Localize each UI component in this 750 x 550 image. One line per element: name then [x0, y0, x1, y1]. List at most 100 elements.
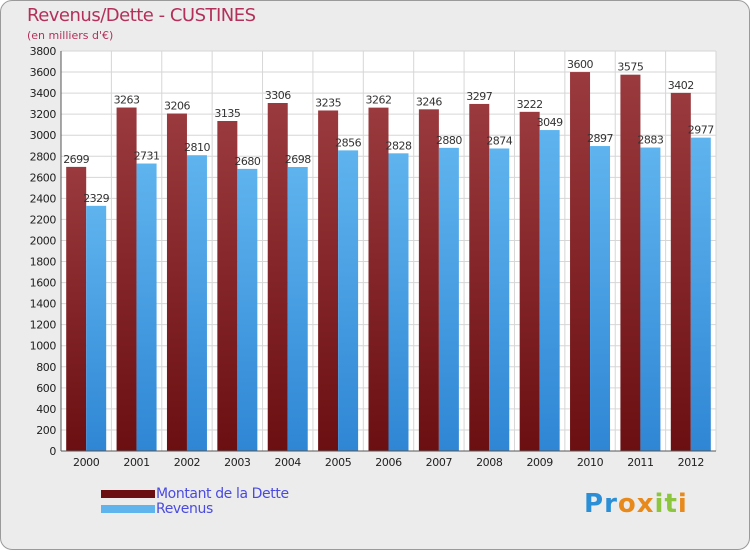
y-tick-label: 2000	[30, 234, 57, 247]
data-label-dette: 2699	[63, 153, 89, 166]
y-tick-label: 3000	[30, 129, 57, 142]
bar-revenus	[338, 150, 359, 452]
data-label-dette: 3402	[668, 79, 694, 92]
x-tick-label: 2001	[123, 456, 149, 469]
legend-label-dette: Montant de la Dette	[156, 486, 289, 502]
data-label-revenus: 2680	[234, 155, 260, 168]
x-tick-label: 2011	[627, 456, 653, 469]
logo-letter: o	[617, 489, 637, 519]
bar-dette	[670, 92, 691, 451]
x-tick-label: 2004	[275, 456, 302, 469]
bar-dette	[418, 109, 439, 451]
data-label-revenus: 2880	[436, 134, 462, 147]
bar-dette	[66, 166, 87, 452]
legend-label-revenus: Revenus	[156, 501, 213, 517]
proxiti-logo: Proxiti	[584, 489, 688, 519]
bar-revenus	[186, 155, 207, 452]
bar-revenus	[539, 130, 560, 452]
y-tick-label: 1200	[30, 319, 57, 332]
y-tick-label: 3200	[30, 108, 57, 121]
y-tick-label: 1600	[30, 277, 57, 290]
bar-dette	[217, 121, 238, 451]
x-tick-label: 2005	[325, 456, 352, 469]
data-label-dette: 3262	[366, 94, 392, 107]
bar-dette	[166, 113, 187, 452]
data-label-dette: 3297	[466, 90, 492, 103]
data-label-dette: 3222	[517, 98, 543, 111]
bar-dette	[570, 72, 591, 451]
logo-letter: i	[677, 489, 688, 519]
data-label-revenus: 2897	[587, 132, 613, 145]
logo-letter: i	[654, 489, 665, 519]
data-label-revenus: 2329	[83, 192, 109, 205]
y-tick-label: 3600	[30, 66, 57, 79]
y-tick-label: 1800	[30, 256, 57, 269]
y-tick-label: 0	[49, 445, 56, 458]
data-label-dette: 3306	[265, 89, 291, 102]
logo-letter: P	[584, 489, 605, 519]
x-tick-label: 2002	[174, 456, 200, 469]
data-label-dette: 3246	[416, 95, 442, 108]
data-label-revenus: 2883	[637, 134, 663, 147]
legend-swatch-dette	[101, 490, 155, 498]
legend-swatch-revenus	[101, 505, 155, 513]
data-label-revenus: 2810	[184, 141, 210, 154]
data-label-revenus: 3049	[537, 116, 563, 129]
x-tick-label: 2007	[426, 456, 453, 469]
bar-revenus	[287, 167, 308, 451]
bar-dette	[519, 111, 540, 451]
data-label-dette: 3600	[567, 58, 593, 71]
chart-title: Revenus/Dette - CUSTINES	[27, 5, 256, 26]
logo-letter: t	[664, 489, 678, 519]
y-tick-label: 1400	[30, 298, 57, 311]
y-tick-label: 2600	[30, 171, 57, 184]
y-tick-label: 3400	[30, 87, 57, 100]
x-tick-label: 2008	[476, 456, 503, 469]
logo-letter: r	[604, 489, 618, 519]
bar-revenus	[690, 137, 711, 451]
y-tick-label: 2200	[30, 213, 57, 226]
logo-letter: x	[636, 489, 655, 519]
data-label-dette: 3206	[164, 100, 190, 113]
data-label-revenus: 2977	[688, 124, 714, 137]
bar-revenus	[136, 163, 157, 452]
y-tick-label: 400	[36, 403, 56, 416]
x-tick-label: 2012	[678, 456, 704, 469]
bar-dette	[469, 103, 490, 452]
data-label-dette: 3575	[617, 61, 643, 74]
bar-revenus	[86, 205, 107, 451]
bar-revenus	[237, 168, 258, 452]
x-tick-label: 2009	[526, 456, 553, 469]
data-label-dette: 3135	[214, 107, 240, 120]
x-tick-label: 2010	[577, 456, 604, 469]
y-tick-label: 2800	[30, 150, 57, 163]
data-label-dette: 3235	[315, 96, 341, 109]
bar-dette	[368, 107, 389, 451]
bar-revenus	[590, 146, 611, 452]
bar-dette	[318, 110, 339, 451]
y-tick-label: 800	[36, 361, 56, 374]
data-label-revenus: 2698	[285, 153, 311, 166]
bar-revenus	[388, 153, 409, 451]
bar-revenus	[640, 147, 661, 452]
bar-revenus	[438, 147, 459, 451]
data-label-revenus: 2731	[134, 150, 160, 163]
y-tick-label: 1000	[30, 340, 57, 353]
data-label-revenus: 2828	[386, 139, 412, 152]
y-tick-label: 2400	[30, 192, 57, 205]
x-tick-label: 2003	[224, 456, 251, 469]
bar-dette	[620, 74, 641, 452]
bar-revenus	[489, 148, 510, 451]
data-label-revenus: 2856	[335, 136, 361, 149]
data-label-revenus: 2874	[486, 134, 512, 147]
x-tick-label: 2006	[375, 456, 402, 469]
y-tick-label: 3800	[30, 45, 57, 58]
bar-dette	[267, 103, 288, 451]
y-tick-label: 200	[36, 424, 56, 437]
bar-dette	[116, 107, 137, 452]
data-label-dette: 3263	[114, 94, 140, 107]
y-tick-label: 600	[36, 382, 56, 395]
x-tick-label: 2000	[73, 456, 100, 469]
